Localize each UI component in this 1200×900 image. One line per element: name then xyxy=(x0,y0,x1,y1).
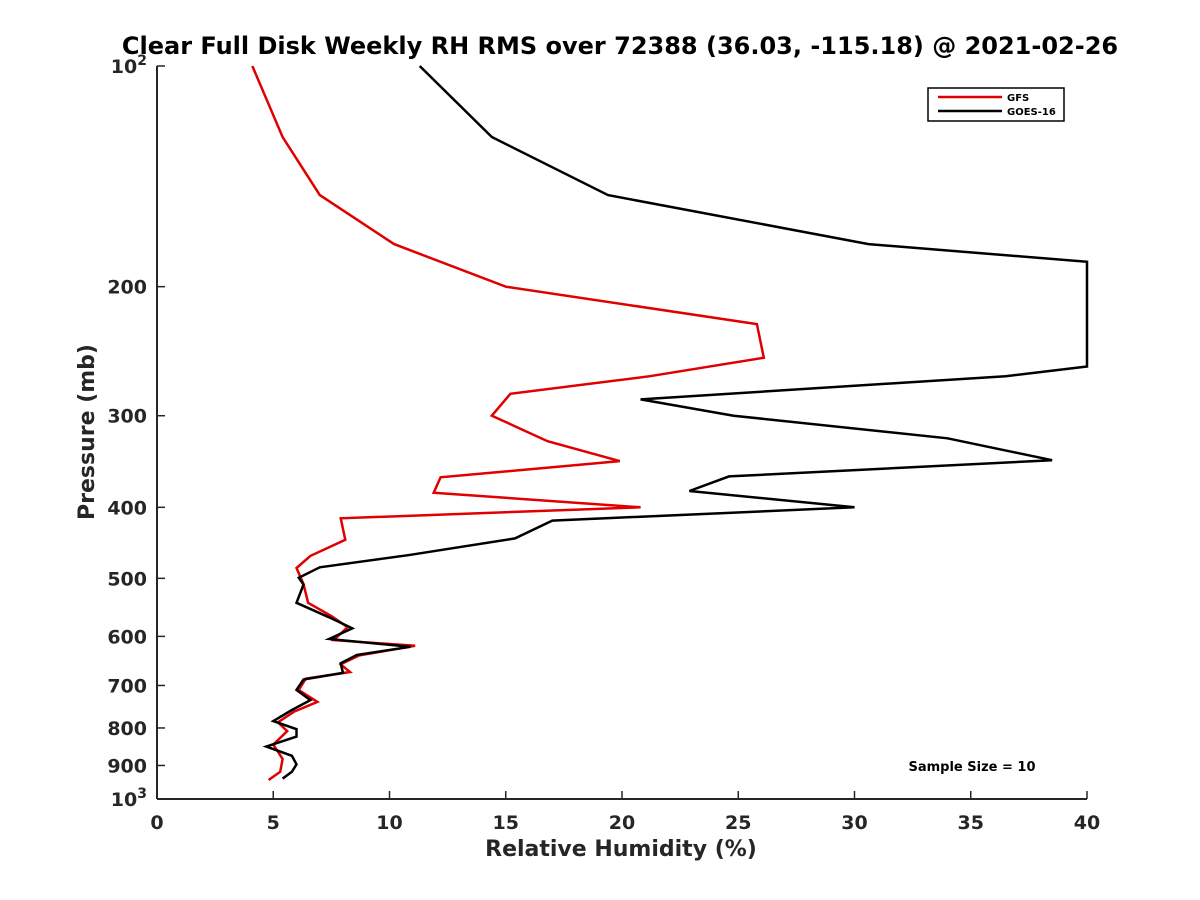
legend: GFS GOES-16 xyxy=(927,87,1065,122)
y-tick-label: 400 xyxy=(107,497,147,519)
legend-label-goes16: GOES-16 xyxy=(1007,107,1056,118)
y-tick-label: 500 xyxy=(107,568,147,590)
y-tick-label: 200 xyxy=(107,277,147,299)
x-tick-label: 5 xyxy=(267,812,280,834)
x-tick-label: 35 xyxy=(958,812,984,834)
x-tick-label: 10 xyxy=(376,812,402,834)
y-axis-label: Pressure (mb) xyxy=(75,344,100,520)
y-tick-label: 102 xyxy=(111,53,147,78)
y-tick-label: 103 xyxy=(111,786,147,811)
series-line-goes16 xyxy=(262,65,1089,780)
x-axis-label: Relative Humidity (%) xyxy=(485,837,757,862)
y-ticks: 102 200 300 400 500 600 700 800 900 103 xyxy=(107,53,165,811)
x-tick-label: 25 xyxy=(725,812,751,834)
x-tick-label: 20 xyxy=(609,812,635,834)
x-tick-label: 15 xyxy=(493,812,519,834)
x-ticks: 0 5 10 15 20 25 30 35 40 xyxy=(150,791,1100,834)
y-tick-label: 900 xyxy=(107,755,147,777)
y-tick-label: 300 xyxy=(107,406,147,428)
plot-lines xyxy=(251,65,1089,782)
legend-box xyxy=(927,87,1065,122)
x-tick-label: 30 xyxy=(841,812,867,834)
x-tick-label: 0 xyxy=(150,812,163,834)
y-tick-label: 600 xyxy=(107,626,147,648)
sample-size-annotation: Sample Size = 10 xyxy=(908,760,1035,775)
y-tick-label: 800 xyxy=(107,718,147,740)
chart-title: Clear Full Disk Weekly RH RMS over 72388… xyxy=(122,32,1118,60)
legend-label-gfs: GFS xyxy=(1007,93,1029,104)
x-tick-label: 40 xyxy=(1074,812,1100,834)
y-tick-label: 700 xyxy=(107,675,147,697)
